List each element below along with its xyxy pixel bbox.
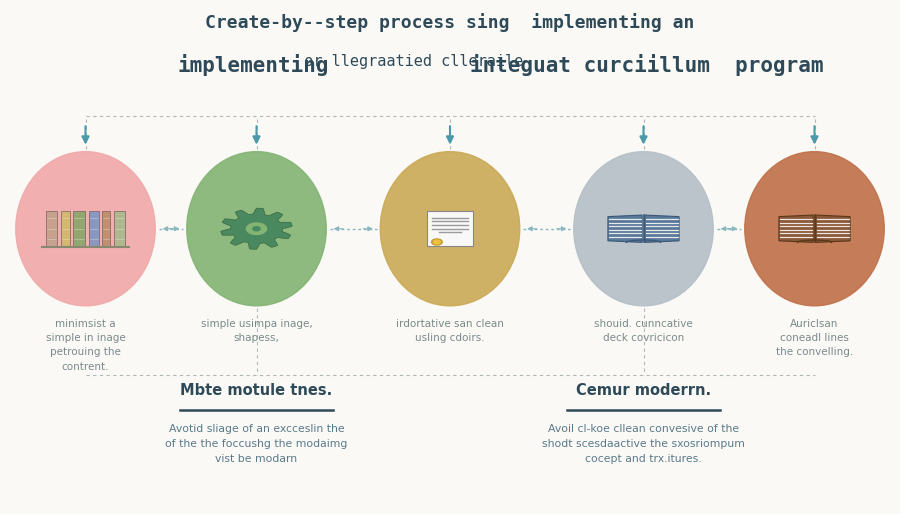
- Text: Mbte motule tnes.: Mbte motule tnes.: [180, 383, 333, 398]
- Polygon shape: [816, 215, 850, 243]
- Ellipse shape: [574, 152, 713, 306]
- Bar: [103, 211, 110, 246]
- Text: Cemur moderrn.: Cemur moderrn.: [576, 383, 711, 398]
- Bar: [61, 211, 70, 246]
- Text: implementing: implementing: [177, 54, 329, 76]
- Ellipse shape: [16, 152, 155, 306]
- Polygon shape: [778, 215, 813, 243]
- Text: Auriclsan
coneadl lines
the convelling.: Auriclsan coneadl lines the convelling.: [776, 319, 853, 357]
- Bar: [88, 211, 99, 246]
- Bar: [427, 211, 473, 246]
- Text: Create-by--step process sing  implementing an: Create-by--step process sing implementin…: [205, 13, 695, 32]
- Ellipse shape: [745, 152, 884, 306]
- Text: Avotid sliage of an excceslin the
of the the foccushg the modaimg
vist be modarn: Avotid sliage of an excceslin the of the…: [166, 424, 347, 464]
- Text: integuat curciillum  program: integuat curciillum program: [471, 54, 824, 76]
- Bar: [74, 211, 86, 246]
- Circle shape: [431, 239, 442, 245]
- Polygon shape: [253, 227, 260, 231]
- Polygon shape: [220, 208, 292, 249]
- Text: shouid. cunncative
deck covricicon: shouid. cunncative deck covricicon: [594, 319, 693, 343]
- Ellipse shape: [187, 152, 326, 306]
- Text: minimsist a
simple in inage
petrouing the
contrent.: minimsist a simple in inage petrouing th…: [46, 319, 125, 372]
- Text: or llegraatied clleraile: or llegraatied clleraile: [285, 54, 541, 69]
- Circle shape: [434, 240, 440, 244]
- Bar: [46, 211, 58, 246]
- Polygon shape: [608, 215, 642, 243]
- Text: simple usimpa inage,
shapess,: simple usimpa inage, shapess,: [201, 319, 312, 343]
- Text: Avoil cl-koe cllean convesive of the
shodt scesdaactive the sxosriompum
cocept a: Avoil cl-koe cllean convesive of the sho…: [542, 424, 745, 464]
- Text: irdortative san clean
usling cdoirs.: irdortative san clean usling cdoirs.: [396, 319, 504, 343]
- Polygon shape: [645, 215, 680, 243]
- Bar: [113, 211, 124, 246]
- Polygon shape: [247, 223, 266, 234]
- Ellipse shape: [380, 152, 520, 306]
